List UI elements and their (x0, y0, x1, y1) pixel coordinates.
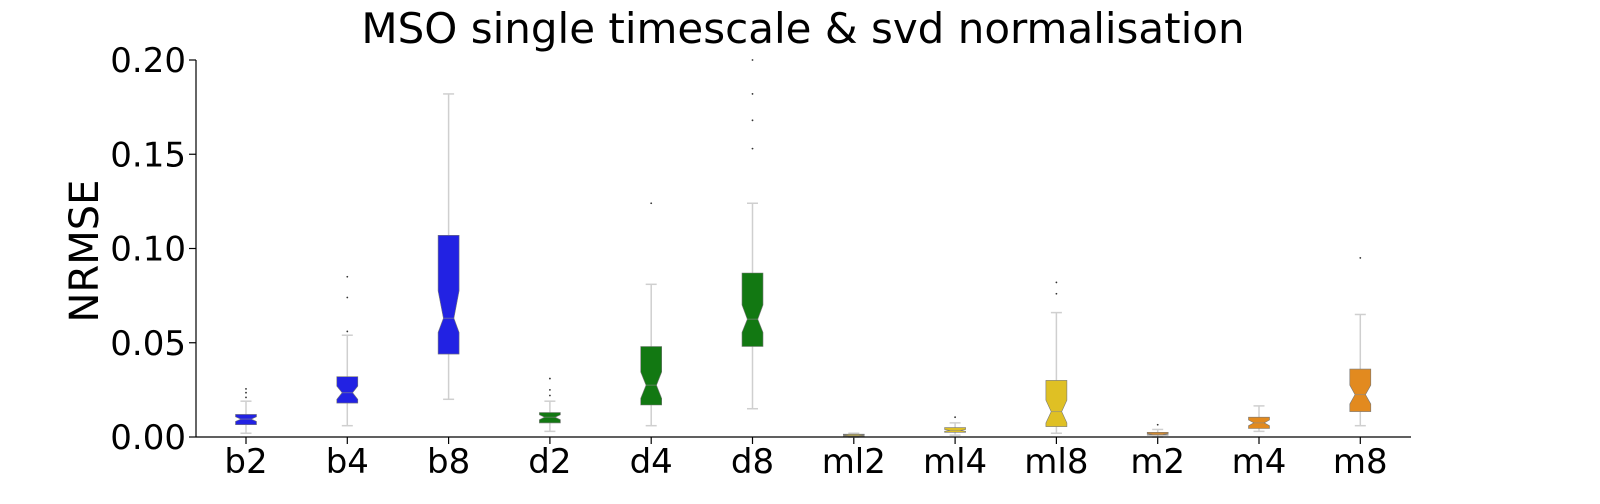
outlier-point (650, 202, 653, 205)
box-body (741, 272, 764, 347)
outlier-point (549, 388, 551, 391)
x-tick-label: ml8 (1024, 442, 1088, 482)
x-axis-ticks: b2 b4 b8 d2 d4 d8 ml2 ml4 ml8 m2 m4 m8 (224, 437, 1388, 482)
y-axis-ticks: 0.00 0.05 0.10 0.15 0.20 (110, 41, 196, 458)
box-d8 (741, 59, 764, 410)
outlier-point (1156, 423, 1159, 426)
box-m2 (1146, 423, 1169, 438)
box-ml4 (944, 416, 966, 436)
outlier-point (346, 296, 349, 299)
x-tick-label: b8 (427, 442, 470, 482)
box-d4 (640, 202, 663, 427)
box-b2 (235, 388, 257, 434)
x-tick-label: m4 (1232, 442, 1287, 482)
box-d2 (539, 377, 561, 433)
box-body (640, 346, 663, 406)
box-m8 (1349, 257, 1372, 427)
outlier-point (1359, 257, 1362, 259)
x-tick-label: ml2 (822, 442, 886, 482)
outlier-point (549, 394, 551, 397)
y-axis-label: NRMSE (62, 180, 108, 323)
y-tick-label: 0.10 (110, 230, 186, 270)
outlier-point (1055, 292, 1058, 295)
outlier-point (751, 93, 754, 95)
box-body (437, 235, 460, 355)
outlier-point (549, 377, 551, 380)
box-body (1045, 380, 1068, 427)
x-tick-label: b2 (224, 442, 267, 482)
x-tick-label: m2 (1130, 442, 1185, 482)
chart-title: MSO single timescale & svd normalisation (361, 4, 1244, 53)
box-body (336, 376, 359, 404)
outlier-point (954, 416, 956, 419)
x-tick-label: b4 (326, 442, 369, 482)
box-ml8 (1045, 281, 1068, 434)
outlier-point (245, 396, 247, 399)
outlier-point (751, 119, 754, 122)
outlier-point (751, 59, 754, 61)
x-tick-label: d8 (731, 442, 774, 482)
outlier-point (751, 147, 754, 150)
outlier-point (1055, 281, 1058, 284)
outlier-point (245, 388, 247, 390)
x-tick-label: d2 (528, 442, 571, 482)
x-tick-label: d4 (630, 442, 673, 482)
y-tick-label: 0.05 (110, 324, 186, 364)
y-tick-label: 0.00 (110, 418, 186, 458)
x-tick-label: m8 (1333, 442, 1388, 482)
box-m4 (1248, 405, 1270, 433)
x-tick-label: ml4 (923, 442, 987, 482)
box-b4 (336, 275, 359, 427)
box-b8 (437, 93, 460, 401)
box-body (1349, 368, 1372, 412)
y-tick-label: 0.15 (110, 135, 186, 175)
outlier-point (346, 330, 349, 333)
outlier-point (245, 391, 247, 394)
outlier-point (346, 275, 349, 278)
box-series (235, 59, 1372, 438)
y-tick-label: 0.20 (110, 41, 186, 81)
